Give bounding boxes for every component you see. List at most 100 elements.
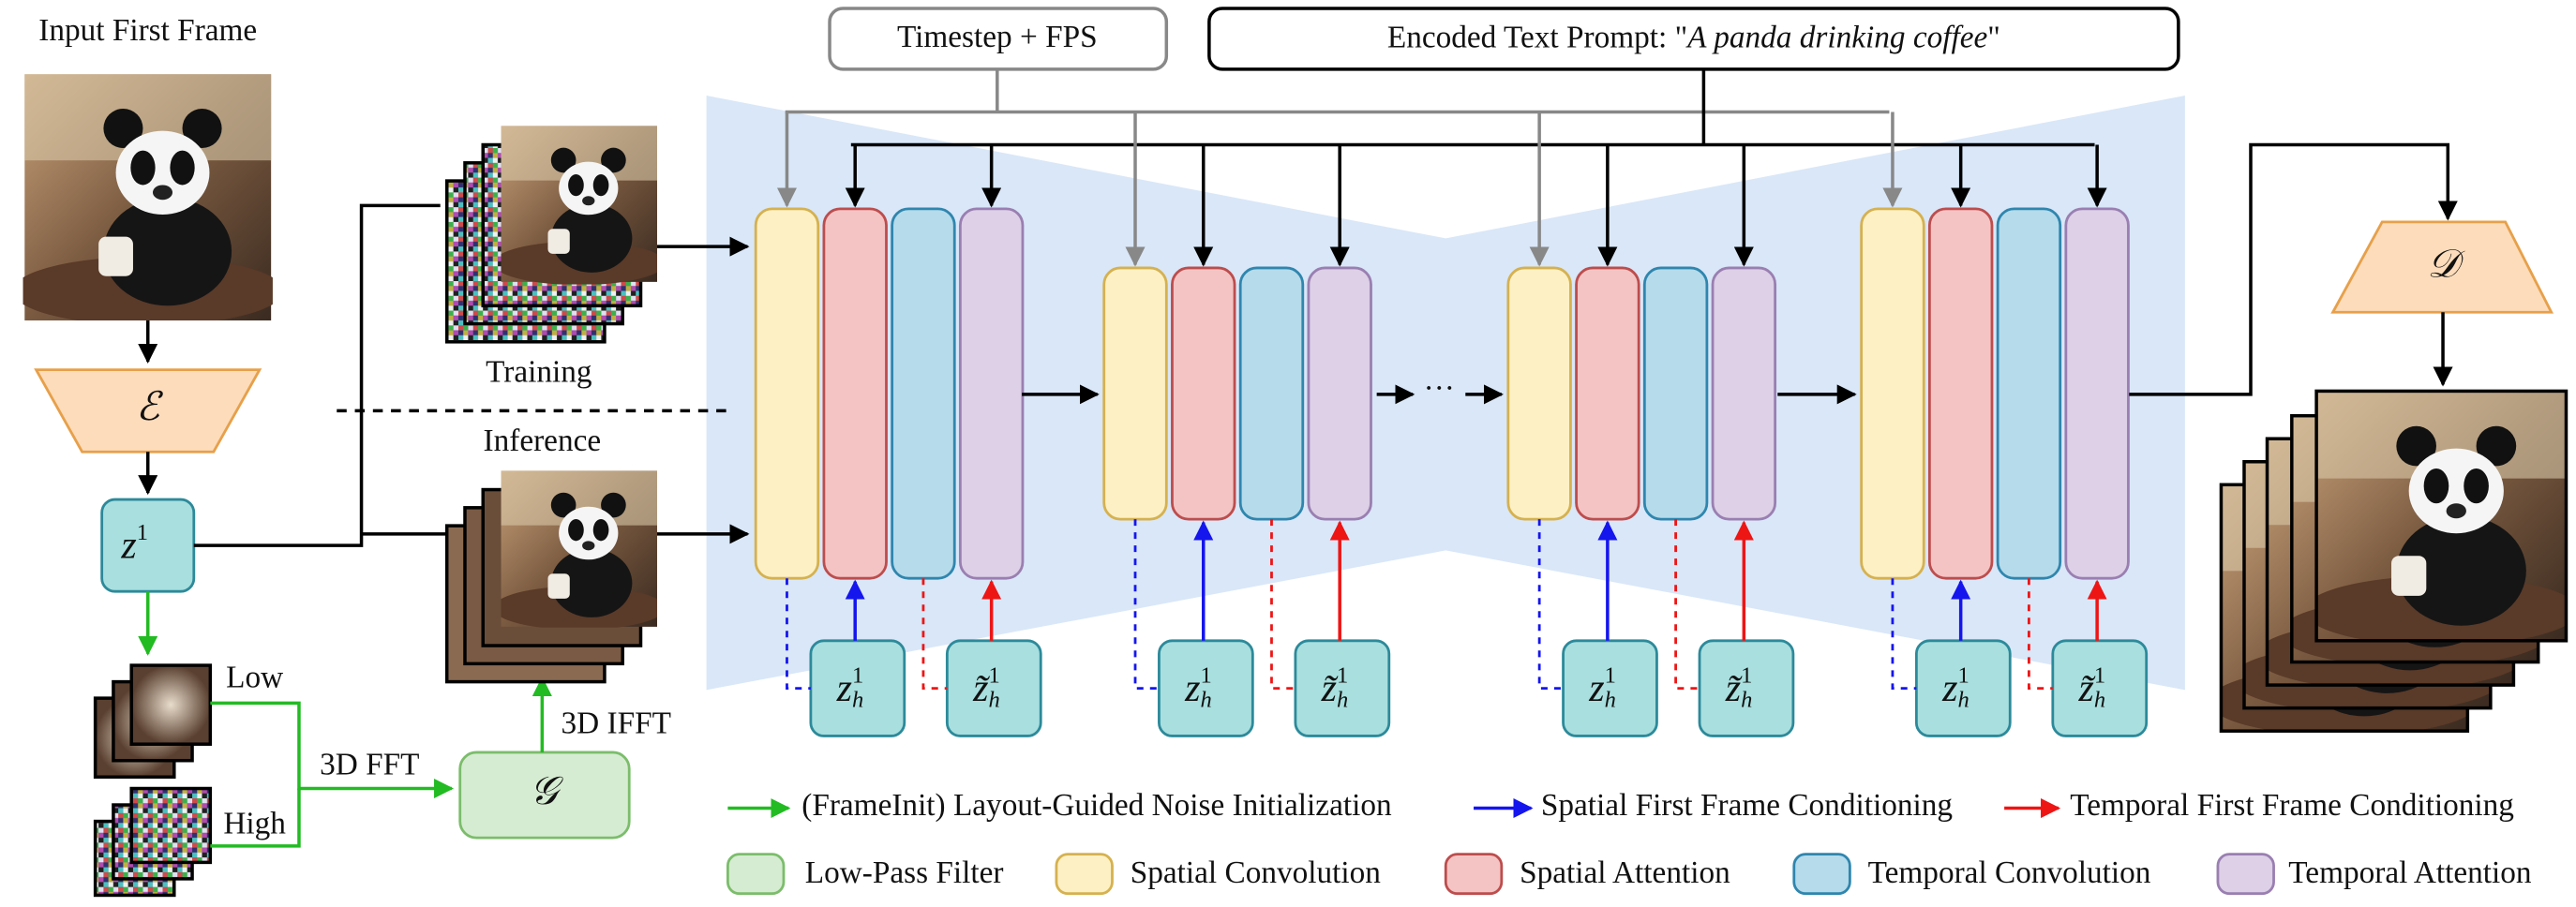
legend-label: Temporal Attention: [2288, 855, 2532, 890]
math-sub: h: [1741, 687, 1752, 712]
dashed-link: [1891, 578, 1917, 691]
math-sub: h: [2094, 687, 2105, 712]
low-label: Low: [226, 660, 283, 694]
prompt-suffix: ": [1987, 20, 2000, 54]
math-sup: 1: [988, 662, 999, 688]
math-base: z̃: [2078, 667, 2096, 710]
math-base: z: [836, 667, 852, 710]
math-sup: 1: [852, 662, 863, 688]
dashed-link: [1133, 519, 1160, 691]
training-label: Training: [486, 355, 592, 390]
math-sub: h: [1957, 687, 1969, 712]
latent-box: [100, 498, 196, 593]
condition-box: [1698, 639, 1795, 737]
condition-label: z̃1 h: [1725, 662, 1753, 712]
math-sup: 1: [1741, 662, 1752, 688]
legend-label: Spatial Convolution: [1131, 855, 1382, 890]
unet-layer: [1171, 266, 1236, 521]
legend-label: Low-Pass Filter: [805, 855, 1004, 890]
condition-label: z1 h: [1184, 662, 1212, 712]
condition-label: z̃1 h: [1321, 662, 1349, 712]
math-base: z̃: [1321, 667, 1339, 710]
math-sup: 1: [1957, 662, 1969, 688]
low-pass-filter: [458, 751, 631, 840]
math-sup: 1: [2094, 662, 2105, 688]
math-base: z: [1941, 667, 1957, 710]
legend-label: Spatial Attention: [1520, 855, 1730, 890]
unet-layer: [754, 207, 820, 580]
legend-label: Spatial First Frame Conditioning: [1541, 788, 1953, 823]
unet-layer: [1860, 207, 1925, 580]
dashed-link: [921, 578, 948, 691]
training-frame: [501, 126, 658, 285]
high-frame: [129, 786, 213, 865]
dashed-link: [2027, 578, 2053, 691]
latent-label: z1: [120, 519, 148, 567]
output-frame: [2316, 391, 2567, 641]
unet-layer: [958, 207, 1025, 580]
math-base: z̃: [1725, 667, 1743, 710]
legend-swatch: [2216, 853, 2275, 896]
prompt-text: A panda drinking coffee: [1685, 20, 1987, 54]
legend-swatch: [1792, 853, 1851, 896]
high-label: High: [223, 806, 286, 840]
legend-label: (FrameInit) Layout-Guided Noise Initiali…: [801, 788, 1392, 823]
unet-layer: [891, 207, 956, 580]
condition-label: z1 h: [836, 662, 864, 712]
unet-layer: [1575, 266, 1640, 521]
math-sup: 1: [1201, 662, 1212, 688]
unet-layer: [1642, 266, 1709, 521]
math-sub: h: [852, 687, 863, 712]
arrow: [2129, 142, 2458, 396]
unet-layer: [1927, 207, 1994, 580]
input-image: [22, 74, 273, 321]
legend-swatch: [1444, 853, 1504, 896]
input-title: Input First Frame: [38, 13, 257, 48]
math-sup: 1: [1605, 662, 1616, 688]
unet-layer: [1307, 266, 1372, 521]
dashed-link: [1270, 519, 1295, 691]
math-sub: h: [988, 687, 999, 712]
unet-layer: [2064, 207, 2130, 580]
condition-box: [1294, 639, 1391, 737]
decoder: [2330, 220, 2554, 314]
dashed-link: [1537, 519, 1564, 691]
unet-layer: [1102, 266, 1168, 521]
math-sup: 1: [1337, 662, 1348, 688]
arrow: [210, 701, 455, 799]
condition-box: [1562, 639, 1658, 737]
unet-layer: [1996, 207, 2062, 580]
unet-layer: [1506, 266, 1572, 521]
math-sub: h: [1337, 687, 1348, 712]
encoder: [34, 368, 262, 454]
dashed-link: [1674, 519, 1700, 691]
connector: [210, 788, 301, 848]
prompt-box: [1207, 7, 2180, 71]
frame-border: [2314, 389, 2569, 643]
math-sub: h: [1201, 687, 1212, 712]
inference-frame: [501, 470, 658, 628]
legend-label: Temporal First Frame Conditioning: [2070, 788, 2514, 823]
math-base: z: [1184, 667, 1200, 710]
condition-label: z1 h: [1941, 662, 1969, 712]
unet-blocks: z1 h z̃1 h z1 h z̃1 h z1 h z̃1 h z1 h z̃1 h: [754, 112, 2149, 737]
condition-label: z̃1 h: [2078, 662, 2106, 712]
dashed-link: [786, 578, 811, 691]
encoder-label: ℰ: [136, 386, 164, 429]
timestep-label: Timestep + FPS: [897, 20, 1098, 54]
prompt-prefix: Encoded Text Prompt: ": [1387, 20, 1687, 54]
unet-layer: [822, 207, 888, 580]
low-frame: [129, 663, 213, 746]
math-base: z: [1588, 667, 1604, 710]
inference-label: Inference: [484, 424, 602, 458]
ifft-label: 3D IFFT: [561, 706, 670, 741]
unet-background: [706, 95, 2185, 691]
math-base: z: [120, 524, 136, 567]
unet-layer: [1711, 266, 1777, 521]
condition-label: z1 h: [1588, 662, 1616, 712]
fft-label: 3D FFT: [320, 747, 419, 781]
prompt-label: Encoded Text Prompt: "A panda drinking c…: [1387, 20, 2000, 54]
condition-box: [1158, 639, 1254, 737]
unet-layer: [1238, 266, 1305, 521]
